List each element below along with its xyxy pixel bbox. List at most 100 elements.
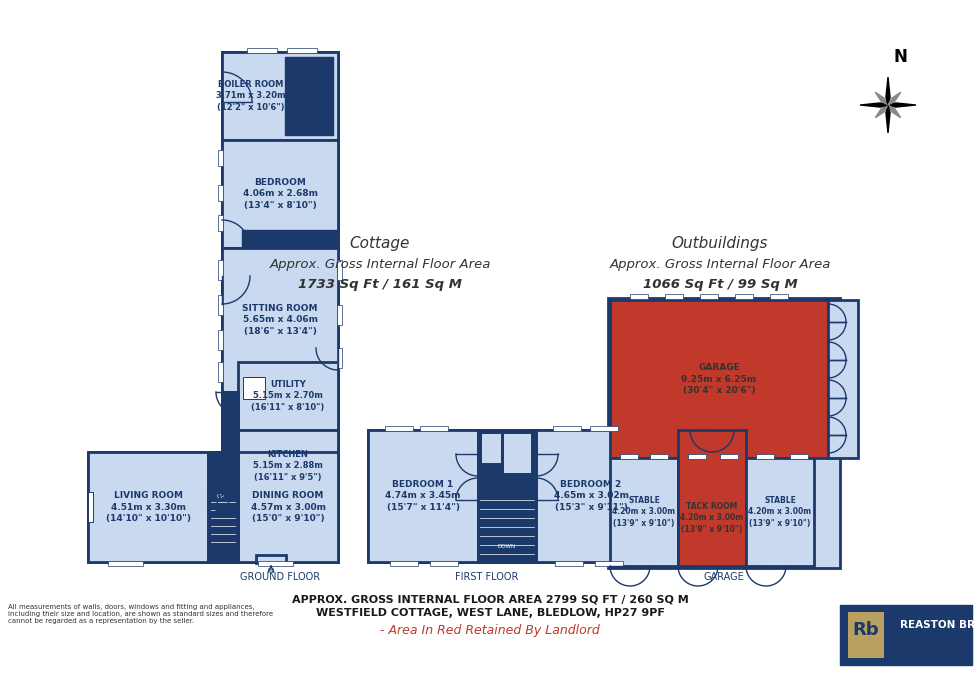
Bar (258, 561, 293, 566)
Bar (287, 48, 317, 53)
Text: All measurements of walls, doors, windows and fitting and appliances,
including : All measurements of walls, doors, window… (8, 604, 273, 624)
Bar (108, 561, 143, 566)
Text: TACK ROOM
4.20m x 3.00m
(13'9" x 9'10"): TACK ROOM 4.20m x 3.00m (13'9" x 9'10") (680, 502, 744, 534)
Bar (735, 294, 753, 299)
Text: BEDROOM
4.06m x 2.68m
(13'4" x 8'10"): BEDROOM 4.06m x 2.68m (13'4" x 8'10") (242, 179, 318, 210)
Bar (665, 294, 683, 299)
Bar (553, 426, 581, 431)
Bar (848, 612, 884, 658)
Text: BEDROOM 2
4.65m x 3.02m
(15'3" x 9'11"): BEDROOM 2 4.65m x 3.02m (15'3" x 9'11") (554, 480, 628, 511)
Bar (247, 48, 277, 53)
Bar (242, 230, 338, 246)
Bar (678, 430, 746, 566)
Text: Rb: Rb (853, 621, 879, 639)
Text: BEDROOM 1
4.74m x 3.45m
(15'7" x 11'4"): BEDROOM 1 4.74m x 3.45m (15'7" x 11'4") (385, 480, 461, 511)
Text: UP: UP (217, 494, 225, 499)
Bar (218, 295, 223, 315)
Bar (828, 300, 858, 458)
Polygon shape (886, 77, 890, 105)
Text: REASTON BROWN: REASTON BROWN (900, 620, 980, 630)
Bar (88, 452, 208, 562)
Polygon shape (888, 103, 916, 107)
Polygon shape (860, 103, 888, 107)
Bar (610, 300, 828, 458)
Bar (238, 452, 338, 562)
Bar (88, 492, 93, 522)
Polygon shape (875, 92, 888, 105)
Bar (238, 430, 338, 502)
Bar (840, 605, 972, 665)
Bar (630, 294, 648, 299)
Polygon shape (875, 105, 888, 118)
Text: Outbuildings: Outbuildings (671, 236, 768, 251)
Bar (218, 150, 223, 166)
Bar (222, 248, 338, 392)
Bar (218, 260, 223, 280)
Bar (222, 140, 338, 248)
Text: STABLE
4.20m x 3.00m
(13'9" x 9'10"): STABLE 4.20m x 3.00m (13'9" x 9'10") (612, 496, 675, 527)
Bar (590, 426, 618, 431)
Bar (420, 426, 448, 431)
Bar (720, 454, 738, 459)
Bar (688, 454, 706, 459)
Bar (243, 377, 265, 399)
Bar (337, 348, 342, 368)
Text: 1733 Sq Ft / 161 Sq M: 1733 Sq Ft / 161 Sq M (298, 278, 462, 291)
Bar (285, 57, 333, 135)
Bar (238, 362, 338, 430)
Polygon shape (886, 105, 890, 133)
Text: GARAGE
9.25m x 6.25m
(30'4" x 20'6"): GARAGE 9.25m x 6.25m (30'4" x 20'6") (681, 363, 757, 394)
Text: APPROX. GROSS INTERNAL FLOOR AREA 2799 SQ FT / 260 SQ M: APPROX. GROSS INTERNAL FLOOR AREA 2799 S… (292, 594, 688, 604)
Bar (700, 294, 718, 299)
Bar (222, 392, 238, 502)
Text: STABLE
4.20m x 3.00m
(13'9" x 9'10"): STABLE 4.20m x 3.00m (13'9" x 9'10") (749, 496, 811, 527)
Text: WESTFIELD COTTAGE, WEST LANE, BLEDLOW, HP27 9PF: WESTFIELD COTTAGE, WEST LANE, BLEDLOW, H… (316, 608, 664, 618)
Text: Cottage: Cottage (350, 236, 411, 251)
Text: N: N (893, 48, 907, 66)
Bar (608, 298, 840, 568)
Text: FIRST FLOOR: FIRST FLOOR (456, 572, 518, 582)
Bar (218, 330, 223, 350)
Bar (610, 458, 678, 566)
Text: DOWN: DOWN (498, 544, 516, 549)
Text: LIVING ROOM
4.51m x 3.30m
(14'10" x 10'10"): LIVING ROOM 4.51m x 3.30m (14'10" x 10'1… (106, 491, 190, 522)
Text: 1066 Sq Ft / 99 Sq M: 1066 Sq Ft / 99 Sq M (643, 278, 798, 291)
Bar (756, 454, 774, 459)
Bar (770, 294, 788, 299)
Bar (208, 452, 238, 562)
Bar (430, 561, 458, 566)
Bar (337, 260, 342, 280)
Text: DINING ROOM
4.57m x 3.00m
(15'0" x 9'10"): DINING ROOM 4.57m x 3.00m (15'0" x 9'10"… (251, 491, 325, 522)
Bar (555, 561, 583, 566)
Polygon shape (888, 92, 901, 105)
Text: SITTING ROOM
5.65m x 4.06m
(18'6" x 13'4"): SITTING ROOM 5.65m x 4.06m (18'6" x 13'4… (242, 304, 318, 336)
Bar (620, 454, 638, 459)
Text: - Area In Red Retained By Landlord: - Area In Red Retained By Landlord (380, 624, 600, 637)
Text: IN: IN (268, 568, 274, 574)
Bar (337, 305, 342, 325)
Bar (746, 458, 814, 566)
Bar (368, 430, 606, 562)
Text: GROUND FLOOR: GROUND FLOOR (240, 572, 320, 582)
Text: Approx. Gross Internal Floor Area: Approx. Gross Internal Floor Area (270, 258, 491, 271)
Bar (790, 454, 808, 459)
Bar (390, 561, 418, 566)
Text: BOILER ROOM
3.71m x 3.20m
(12'2" x 10'6"): BOILER ROOM 3.71m x 3.20m (12'2" x 10'6"… (217, 80, 286, 111)
Bar (368, 430, 478, 562)
Bar (218, 185, 223, 201)
Bar (222, 52, 338, 140)
Text: Approx. Gross Internal Floor Area: Approx. Gross Internal Floor Area (610, 258, 831, 271)
Bar (218, 362, 223, 382)
Bar (536, 430, 646, 562)
Polygon shape (888, 105, 901, 118)
Text: GARAGE: GARAGE (704, 572, 745, 582)
Bar (218, 215, 223, 231)
Text: UTILITY
5.15m x 2.70m
(16'11" x 8'10"): UTILITY 5.15m x 2.70m (16'11" x 8'10") (252, 381, 324, 412)
Text: KITCHEN
5.15m x 2.88m
(16'11" x 9'5"): KITCHEN 5.15m x 2.88m (16'11" x 9'5") (253, 450, 323, 482)
Bar (478, 430, 536, 562)
Bar (595, 561, 623, 566)
Bar (481, 433, 501, 463)
Bar (88, 452, 338, 562)
Bar (503, 433, 531, 473)
Bar (222, 52, 338, 452)
